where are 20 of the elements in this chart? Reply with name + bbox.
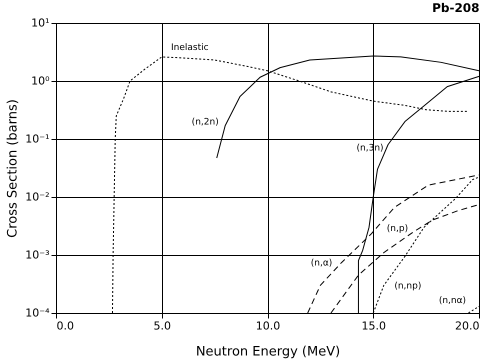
x-axis-title: Neutron Energy (MeV)	[196, 344, 340, 360]
series-label: (n,np)	[394, 281, 422, 292]
series-label: (n,2n)	[192, 118, 219, 128]
series-label: Inelastic	[170, 42, 209, 53]
x-tick-label: 20.0	[455, 320, 480, 332]
y-axis-title: Cross Section (barns)	[5, 99, 20, 238]
x-tick-label: 10.0	[256, 320, 280, 332]
y-tick-label: 10⁻³	[25, 248, 50, 262]
series-label: (n,p)	[386, 224, 408, 234]
series-label: (n,α)	[310, 258, 332, 269]
y-tick-label: 10¹	[31, 16, 50, 30]
y-tick-label: 10⁻²	[25, 190, 50, 204]
x-tick-label: 0.0	[56, 320, 74, 332]
x-tick-label: 15.0	[362, 320, 386, 332]
x-tick-label: 5.0	[154, 320, 171, 332]
y-tick-label: 10⁻⁴	[25, 306, 50, 320]
y-tick-label: 10⁻¹	[25, 132, 50, 146]
chart-title: Pb-208	[432, 1, 480, 15]
series-label: (n,nα)	[438, 296, 466, 306]
y-tick-label: 10⁰	[31, 74, 50, 88]
